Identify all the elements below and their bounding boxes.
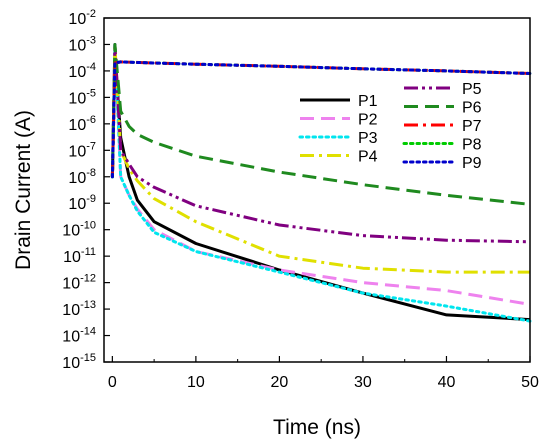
x-tick-label: 20: [271, 374, 289, 391]
y-tick-label: 10-3: [68, 34, 96, 54]
y-tick-label: 10-9: [68, 193, 96, 213]
y-tick-label: 10-11: [63, 246, 96, 266]
x-tick-label: 10: [187, 374, 205, 391]
legend-label-p1: P1: [358, 93, 378, 110]
y-tick-label: 10-13: [62, 299, 96, 319]
x-tick-label: 40: [438, 374, 456, 391]
legend-label-p5: P5: [462, 81, 482, 98]
legend-label-p4: P4: [358, 149, 378, 166]
y-tick-label: 10-15: [62, 352, 96, 372]
y-tick-label: 10-8: [68, 167, 96, 187]
series-line-p9: [110, 60, 532, 179]
y-tick-label: 10-12: [62, 273, 96, 293]
y-axis-title: Drain Current (A): [12, 110, 35, 270]
y-tick-label: 10-14: [62, 326, 96, 346]
legend-label-p2: P2: [358, 112, 378, 129]
plot-lines: [110, 43, 532, 323]
y-tick-label: 10-4: [68, 61, 96, 81]
legend-label-p7: P7: [462, 118, 482, 135]
y-tick-label: 10-7: [68, 140, 96, 160]
x-tick-label: 0: [108, 374, 117, 391]
plot-frame: [103, 17, 531, 363]
x-tick-label: 30: [354, 374, 372, 391]
legend-label-p9: P9: [462, 155, 482, 172]
y-tick-label: 10-10: [62, 220, 96, 240]
legend-label-p6: P6: [462, 100, 482, 117]
x-tick-label: 50: [521, 374, 539, 391]
axis-ticks: 0 10 20 30 40 50 10-15 10-14 10-13 10-12 10-11 10-1…: [62, 8, 539, 391]
legend-label-p8: P8: [462, 137, 482, 154]
y-tick-label: 10-5: [68, 87, 96, 107]
series-line-p5: [110, 43, 531, 244]
legend-label-p3: P3: [358, 130, 378, 147]
x-axis-title: Time (ns): [273, 416, 361, 439]
y-tick-label: 10-6: [68, 114, 96, 134]
series-line-p6: [110, 43, 531, 206]
y-tick-label: 10-2: [68, 8, 96, 28]
